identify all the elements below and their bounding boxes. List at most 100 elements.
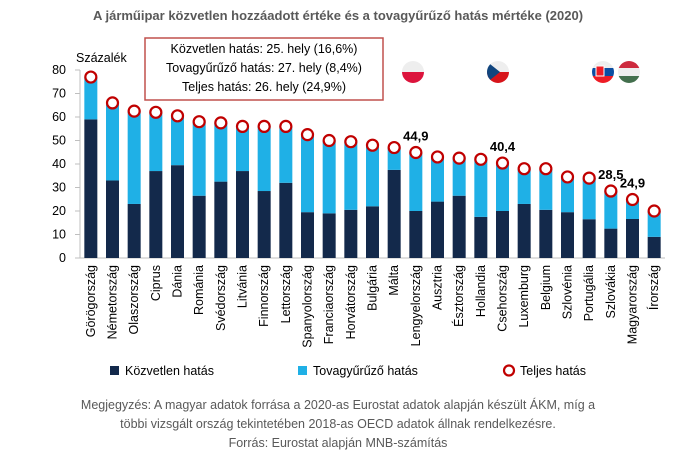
legend-swatch — [298, 366, 307, 375]
bar-segment — [84, 119, 98, 258]
bar-segment — [582, 219, 596, 258]
total-marker — [214, 116, 228, 130]
x-tick-label: Szlovákia — [604, 265, 618, 319]
y-tick-label: 10 — [52, 228, 66, 242]
annotation: Tovagyűrűző hatás: 27. hely (8,4%) — [166, 61, 362, 75]
x-tick-label: Lengyelország — [409, 265, 423, 346]
data-label: 44,9 — [403, 128, 428, 143]
x-tick-label: Görögország — [84, 265, 98, 337]
bar-segment — [322, 213, 336, 258]
legend-label: Tovagyűrűző hatás — [313, 364, 418, 378]
flag-sk — [592, 61, 614, 83]
x-tick-label: Spanyolország — [301, 265, 315, 348]
total-marker — [300, 128, 315, 142]
y-tick-label: 70 — [52, 87, 66, 101]
total-marker — [387, 140, 401, 155]
bar-segment — [214, 181, 228, 258]
annotation-box — [144, 37, 384, 101]
bar-segment — [517, 168, 531, 204]
x-tick-label: Litvánia — [236, 265, 250, 308]
bar-segment — [344, 209, 358, 258]
source: Forrás: Eurostat alapján MNB-számítás — [229, 436, 448, 450]
x-tick-label: Bulgária — [366, 265, 380, 311]
bar-segment — [192, 195, 206, 258]
total-marker — [105, 96, 120, 110]
x-tick-label: Ausztria — [431, 265, 445, 310]
total-marker — [625, 192, 640, 207]
bar-segment — [106, 180, 119, 258]
bar-segment — [474, 216, 488, 258]
total-marker — [409, 145, 423, 160]
note: Megjegyzés: A magyar adatok forrása a 20… — [81, 397, 595, 412]
x-tick-label: Portugália — [582, 265, 596, 321]
x-tick-label: Románia — [192, 265, 206, 315]
y-tick-label: 60 — [52, 110, 66, 124]
bar-segment — [127, 111, 141, 204]
y-tick-label: 40 — [52, 157, 66, 171]
x-tick-label: Észtország — [451, 265, 466, 327]
y-tick-label: 30 — [52, 181, 66, 195]
bar-segment — [106, 102, 119, 181]
chart-title: A járműipar közvetlen hozzáadott értéke … — [93, 8, 583, 23]
bar-segment — [409, 152, 423, 211]
x-tick-label: Luxemburg — [517, 265, 531, 328]
x-tick-label: Franciaország — [322, 265, 336, 344]
bar-segment — [257, 191, 271, 258]
bar-segment — [192, 121, 206, 196]
total-marker — [430, 150, 445, 164]
total-marker — [495, 156, 510, 170]
bar-segment — [301, 212, 314, 258]
x-tick-label: Ciprus — [149, 265, 163, 301]
total-marker — [84, 70, 98, 84]
total-marker — [647, 204, 661, 218]
bar-segment — [149, 112, 163, 172]
x-tick-label: Belgium — [539, 265, 553, 310]
flag-pl — [402, 61, 424, 83]
total-marker — [560, 170, 575, 184]
bar-segment — [279, 182, 293, 258]
data-label: 28,5 — [598, 167, 623, 182]
legend-label: Közvetlen hatás — [125, 364, 214, 378]
legend-swatch — [502, 364, 516, 377]
x-tick-label: Szlovénia — [561, 265, 575, 319]
annotation: Teljes hatás: 26. hely (24,9%) — [182, 80, 346, 94]
flag-hu — [618, 61, 640, 83]
x-tick-label: Finnország — [257, 265, 271, 327]
bar-segment — [647, 211, 661, 237]
flag-cz — [487, 61, 509, 83]
x-tick-label: Csehország — [496, 265, 510, 332]
bar-segment — [431, 156, 444, 202]
bar-segment — [474, 159, 488, 217]
bar-segment — [84, 77, 98, 120]
bar-segment — [647, 236, 661, 258]
total-marker — [539, 162, 553, 176]
bar-segment — [366, 145, 379, 207]
data-label: 24,9 — [620, 175, 645, 190]
total-marker — [474, 152, 488, 166]
bar-segment — [322, 140, 336, 214]
total-marker — [279, 119, 293, 134]
x-tick-label: Málta — [387, 265, 401, 296]
bar-segment — [626, 218, 639, 258]
x-tick-label: Németország — [106, 265, 120, 339]
x-tick-label: Svédország — [214, 265, 228, 331]
bar-segment — [127, 203, 141, 258]
bar-segment — [236, 171, 249, 258]
bar-segment — [171, 115, 184, 166]
bar-segment — [604, 228, 618, 258]
bar-segment — [452, 195, 466, 258]
total-marker — [452, 151, 466, 165]
x-tick-label: Horvátország — [344, 265, 358, 339]
total-marker — [192, 115, 206, 129]
bar-segment — [214, 122, 228, 182]
x-tick-label: Lettország — [279, 265, 293, 323]
bar-segment — [496, 163, 509, 211]
bar-segment — [539, 209, 553, 258]
bar-segment — [366, 206, 379, 258]
total-marker — [170, 109, 185, 123]
bar-segment — [236, 126, 249, 172]
bar-segment — [452, 158, 466, 196]
bar-segment — [539, 168, 553, 210]
total-marker — [235, 119, 250, 134]
